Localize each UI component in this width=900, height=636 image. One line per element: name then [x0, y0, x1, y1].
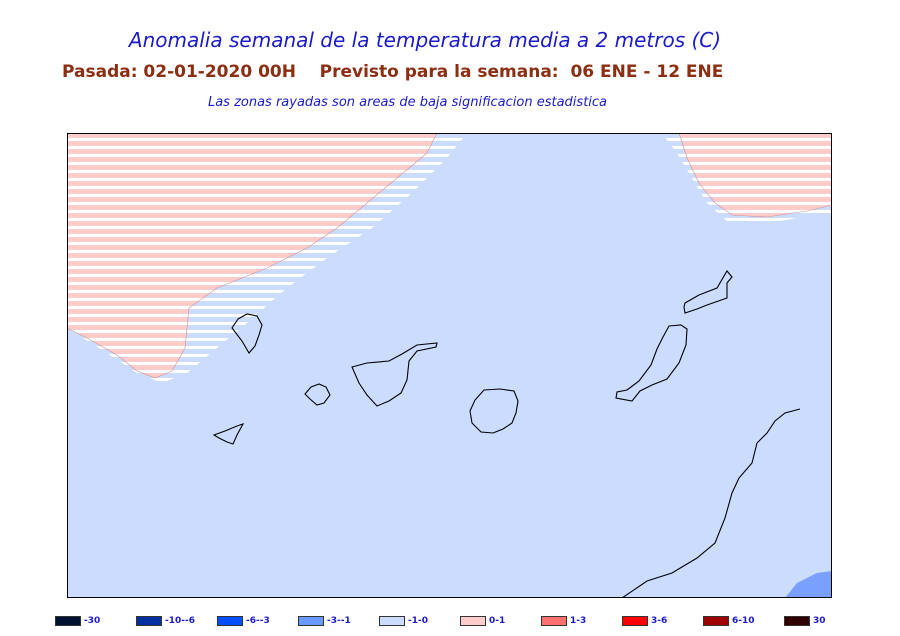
- island-tenerife: [351, 342, 438, 407]
- negative-anomaly-corner: [785, 571, 832, 598]
- island-la-palma: [231, 313, 263, 354]
- positive-anomaly-region-left: [67, 133, 438, 379]
- legend-label: 30: [813, 616, 826, 626]
- legend-item: -1-0: [379, 614, 428, 628]
- legend-item: -30: [55, 614, 100, 628]
- legend-swatch: [541, 616, 567, 626]
- island-lanzarote: [683, 270, 733, 314]
- legend-swatch: [784, 616, 810, 626]
- legend-swatch: [379, 616, 405, 626]
- legend-swatch: [217, 616, 243, 626]
- africa-coastline: [621, 408, 801, 598]
- legend-item: -3--1: [298, 614, 351, 628]
- legend-item: 3-6: [622, 614, 667, 628]
- legend-label: 6-10: [732, 616, 755, 626]
- legend-label: -30: [84, 616, 101, 626]
- legend-item: 6-10: [703, 614, 755, 628]
- forecast-period: Pasada: 02-01-2020 00H Previsto para la …: [62, 62, 724, 82]
- legend-swatch: [622, 616, 648, 626]
- color-legend: -30 -10--6 -6--3 -3--1 -1-0 0-1 1-3 3-6 6-10 30: [55, 614, 895, 628]
- legend-item: -10--6: [136, 614, 195, 628]
- legend-item: -6--3: [217, 614, 270, 628]
- legend-swatch: [136, 616, 162, 626]
- anomaly-map: [67, 133, 832, 598]
- legend-item: 30: [784, 614, 826, 628]
- legend-swatch: [703, 616, 729, 626]
- island-fuerteventura: [615, 324, 688, 402]
- legend-swatch: [460, 616, 486, 626]
- positive-anomaly-region-right: [678, 133, 832, 218]
- legend-label: -1-0: [408, 616, 428, 626]
- legend-item: 1-3: [541, 614, 586, 628]
- map-frame: [67, 133, 832, 598]
- hatching-note: Las zonas rayadas son areas de baja sign…: [207, 95, 608, 110]
- legend-label: 1-3: [570, 616, 587, 626]
- legend-label: -10--6: [165, 616, 195, 626]
- island-gran-canaria: [469, 388, 519, 434]
- legend-label: -3--1: [327, 616, 351, 626]
- legend-label: 3-6: [651, 616, 668, 626]
- legend-item: 0-1: [460, 614, 505, 628]
- island-la-gomera: [304, 383, 331, 406]
- island-el-hierro-outline: [212, 423, 245, 445]
- legend-swatch: [298, 616, 324, 626]
- legend-label: 0-1: [489, 616, 506, 626]
- legend-swatch: [55, 616, 81, 626]
- legend-label: -6--3: [246, 616, 270, 626]
- map-title: Anomalia semanal de la temperatura media…: [128, 28, 722, 52]
